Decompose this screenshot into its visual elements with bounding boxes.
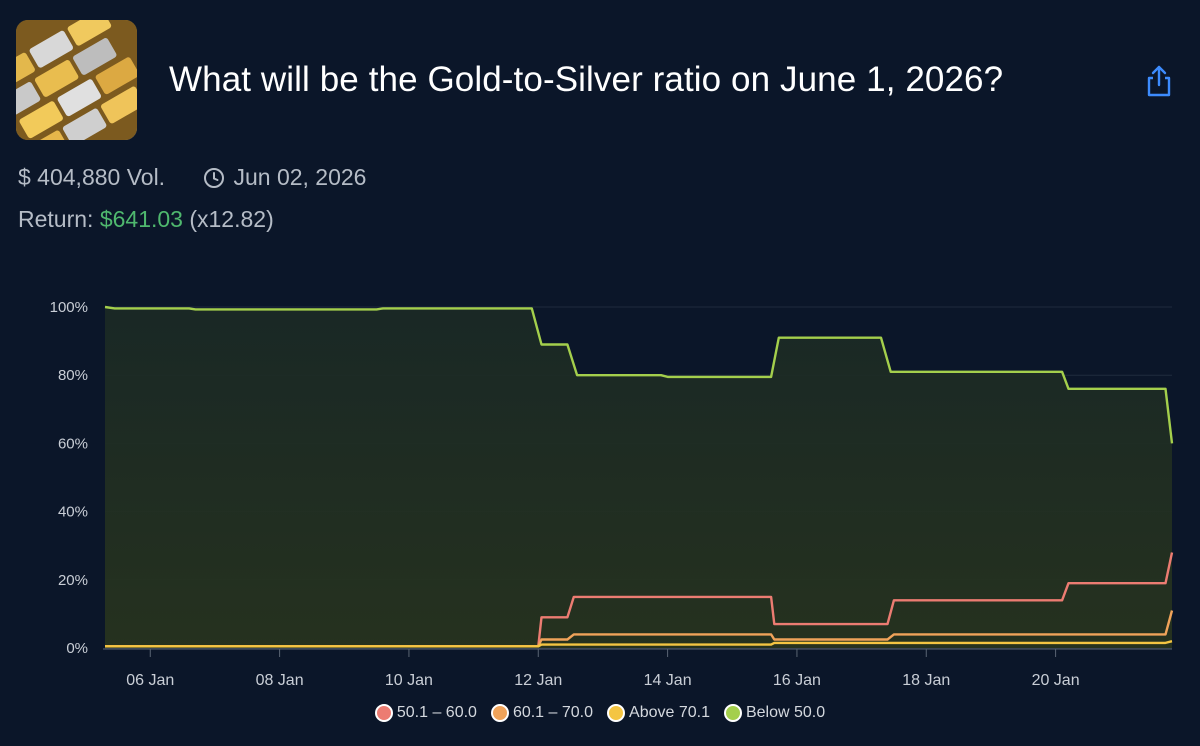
series-line-1 — [105, 610, 1174, 648]
chart-legend: 50.1 – 60.0 60.1 – 70.0 Above 70.1 Below… — [0, 704, 1200, 722]
legend-dot — [374, 704, 393, 722]
x-tick-label: 14 Jan — [644, 672, 692, 689]
x-tick-label: 08 Jan — [256, 672, 304, 689]
x-tick-label: 10 Jan — [385, 672, 433, 689]
return-label: Return: — [18, 206, 94, 232]
x-tick-label: 18 Jan — [902, 672, 950, 689]
legend-label: Above 70.1 — [629, 704, 710, 721]
legend-item-60-70[interactable]: 60.1 – 70.0 — [490, 704, 594, 722]
x-tick-label: 06 Jan — [126, 672, 174, 689]
x-tick-label: 12 Jan — [514, 672, 562, 689]
clock-icon — [203, 167, 225, 195]
legend-dot — [607, 704, 626, 722]
end-date-text: Jun 02, 2026 — [233, 164, 367, 190]
share-icon[interactable] — [1144, 64, 1174, 98]
legend-dot — [723, 704, 742, 722]
y-tick-label: 100% — [50, 299, 88, 316]
market-title: What will be the Gold-to-Silver ratio on… — [169, 60, 1004, 99]
y-tick-label: 20% — [58, 572, 88, 589]
gold-silver-bars-image — [16, 20, 137, 140]
volume-text: $ 404,880 Vol. — [18, 164, 166, 190]
x-tick-label: 20 Jan — [1032, 672, 1080, 689]
legend-dot — [490, 704, 509, 722]
legend-item-below-50[interactable]: Below 50.0 — [723, 704, 826, 722]
series-area-below-50 — [105, 307, 1172, 648]
series-line-0 — [105, 552, 1174, 648]
return-line: Return: $641.03 (x12.82) — [18, 206, 274, 233]
x-tick-label: 16 Jan — [773, 672, 821, 689]
y-tick-label: 40% — [58, 504, 88, 521]
return-multiplier: (x12.82) — [189, 206, 274, 232]
legend-item-50-60[interactable]: 50.1 – 60.0 — [374, 704, 477, 722]
series-line-2 — [105, 640, 1173, 648]
legend-item-above-70[interactable]: Above 70.1 — [607, 704, 710, 722]
legend-label: Below 50.0 — [745, 704, 826, 721]
y-tick-label: 0% — [66, 640, 88, 657]
market-meta: $ 404,880 Vol. Jun 02, 2026 — [18, 164, 366, 195]
series-line-3 — [104, 305, 1174, 444]
y-tick-label: 80% — [58, 367, 88, 384]
legend-label: 60.1 – 70.0 — [512, 704, 594, 721]
y-tick-label: 60% — [58, 435, 88, 452]
legend-label: 50.1 – 60.0 — [396, 704, 477, 721]
return-amount: $641.03 — [99, 206, 183, 232]
end-date: Jun 02, 2026 — [203, 164, 366, 195]
